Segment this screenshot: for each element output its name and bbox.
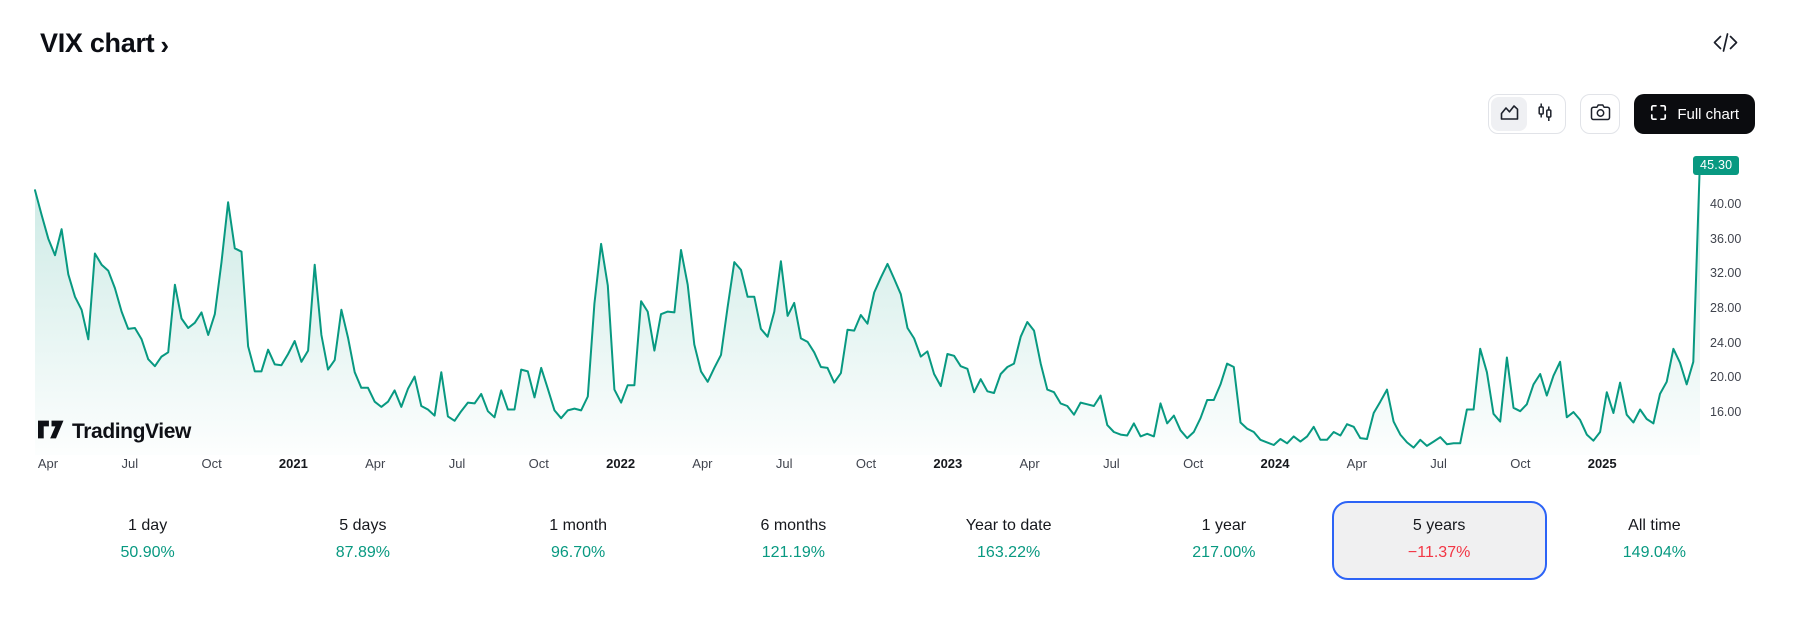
x-axis-label: Jul (121, 456, 139, 471)
range-change-value: 149.04% (1622, 544, 1686, 561)
chart-type-segmented-control (1488, 94, 1567, 134)
snapshot-button[interactable] (1580, 94, 1621, 134)
x-axis-label: Oct (1183, 456, 1204, 471)
page-title: VIX chart (40, 28, 155, 58)
time-scale[interactable]: Apr Jul Oct 2021 Apr Jul Oct 2022 Apr Jul Oct 2023 A… (35, 456, 1700, 474)
x-axis-label: 2025 (1587, 456, 1617, 471)
range-change-value: −11.37% (1407, 544, 1471, 561)
range-selector: 1 day 50.90% 5 days 87.89% 1 month 96.70% 6 mo… (40, 501, 1762, 580)
code-icon (1712, 31, 1739, 59)
x-axis-label: Apr (1346, 456, 1367, 471)
y-axis-label: 24.00 (1710, 335, 1742, 350)
x-axis-label: 2024 (1260, 456, 1290, 471)
x-axis-label: Oct (1510, 456, 1531, 471)
camera-icon (1590, 103, 1611, 125)
range-label: All time (1628, 517, 1681, 534)
fullscreen-icon (1650, 104, 1667, 125)
range-label: 1 month (549, 517, 608, 534)
tradingview-logo-icon (38, 420, 64, 444)
range-button-year-to-date[interactable]: Year to date 163.22% (901, 501, 1116, 580)
area-chart-icon (1499, 103, 1520, 125)
x-axis-label: Apr (1019, 456, 1040, 471)
range-button-1-day[interactable]: 1 day 50.90% (40, 501, 255, 580)
x-axis-label: 2021 (278, 456, 308, 471)
y-axis-label: 36.00 (1710, 231, 1742, 246)
range-button-all-time[interactable]: All time 149.04% (1547, 501, 1762, 580)
full-chart-button[interactable]: Full chart (1634, 94, 1755, 134)
title-chevron-icon[interactable]: › (160, 29, 170, 60)
x-axis-label: Apr (365, 456, 386, 471)
last-price-badge: 45.30 (1693, 156, 1740, 175)
range-label: 1 day (128, 517, 168, 534)
range-label: 6 months (760, 517, 827, 534)
x-axis-label: Oct (855, 456, 877, 471)
price-line (34, 158, 1701, 449)
range-label: 5 days (339, 517, 387, 534)
chart-toolbar: Full chart (1488, 94, 1755, 134)
x-axis-label: Apr (37, 456, 59, 471)
x-axis-label: Jul (1430, 456, 1447, 471)
y-axis-label: 16.00 (1710, 404, 1742, 419)
range-button-6-months[interactable]: 6 months 121.19% (686, 501, 901, 580)
range-button-5-days[interactable]: 5 days 87.89% (255, 501, 470, 580)
x-axis-label: Jul (775, 456, 793, 471)
price-chart[interactable] (34, 133, 1701, 455)
area-series-fill (35, 159, 1700, 455)
range-change-value: 50.90% (120, 544, 175, 561)
range-change-value: 217.00% (1192, 544, 1256, 561)
x-axis-label: 2022 (606, 456, 636, 471)
y-axis-label: 28.00 (1710, 300, 1742, 315)
full-chart-label: Full chart (1677, 105, 1739, 123)
x-axis-label: Apr (692, 456, 713, 471)
range-button-5-years[interactable]: 5 years −11.37% (1331, 501, 1547, 580)
tradingview-wordmark: TradingView (72, 420, 191, 443)
range-button-1-year[interactable]: 1 year 217.00% (1116, 501, 1331, 580)
range-change-value: 87.89% (335, 544, 390, 561)
x-axis-label: Jul (448, 456, 466, 471)
area-chart-type-button[interactable] (1491, 97, 1528, 131)
y-axis-label: 20.00 (1710, 370, 1742, 385)
y-axis-label: 40.00 (1710, 196, 1742, 211)
range-label: Year to date (965, 517, 1052, 534)
x-axis-label: 2023 (933, 456, 963, 471)
candlestick-icon (1536, 102, 1554, 126)
range-label: 5 years (1412, 517, 1466, 534)
tradingview-attribution[interactable]: TradingView (38, 420, 191, 444)
range-change-value: 121.19% (761, 544, 825, 561)
range-change-value: 96.70% (550, 544, 606, 561)
y-axis-label: 32.00 (1710, 266, 1742, 281)
range-change-value: 163.22% (977, 544, 1041, 561)
range-label: 1 year (1201, 517, 1247, 534)
x-axis-label: Oct (201, 456, 222, 471)
embed-code-button[interactable] (1708, 30, 1742, 60)
header: VIX chart › (40, 28, 169, 59)
x-axis-label: Jul (1103, 456, 1120, 471)
candles-chart-type-button[interactable] (1527, 97, 1563, 131)
price-scale[interactable]: 40.00 36.00 32.00 28.00 24.00 20.00 16.00 (1710, 133, 1800, 455)
range-button-1-month[interactable]: 1 month 96.70% (471, 501, 686, 580)
x-axis-label: Oct (528, 456, 549, 471)
